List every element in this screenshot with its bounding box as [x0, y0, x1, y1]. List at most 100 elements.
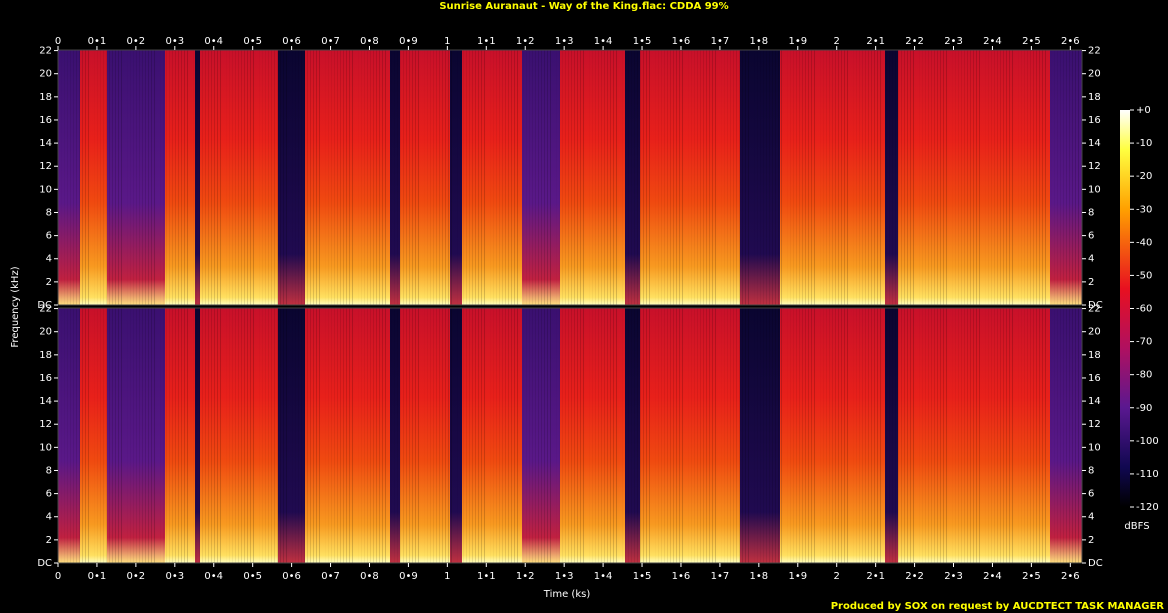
- spectrogram-texture: [79, 308, 80, 563]
- spectrogram-texture: [271, 50, 272, 305]
- spectrogram-texture: [970, 308, 971, 563]
- spectrogram-texture: [217, 308, 218, 563]
- x-tick-label: 2•4: [983, 36, 1002, 47]
- spectrogram-band: [278, 50, 305, 305]
- spectrogram-texture: [781, 50, 782, 305]
- spectrogram-texture: [838, 50, 839, 305]
- spectrogram-texture: [565, 50, 566, 305]
- spectrogram-texture: [610, 308, 611, 563]
- spectrogram-texture: [334, 50, 335, 305]
- spectrogram-texture: [97, 50, 98, 305]
- spectrogram-texture: [844, 308, 845, 563]
- spectrogram-texture: [670, 308, 671, 563]
- spectrogram-texture: [304, 308, 305, 563]
- spectrogram-texture: [922, 308, 923, 563]
- x-tick-label: 2•5: [1022, 571, 1041, 582]
- spectrogram-texture: [733, 50, 734, 305]
- spectrogram-texture: [472, 308, 473, 563]
- spectrogram-texture: [253, 308, 254, 563]
- spectrogram-texture: [226, 50, 227, 305]
- spectrogram-texture: [346, 50, 347, 305]
- spectrogram-texture: [664, 50, 665, 305]
- spectrogram-texture: [235, 50, 236, 305]
- spectrogram-texture: [139, 308, 140, 563]
- spectrogram-texture: [106, 308, 107, 563]
- spectrogram-texture: [439, 50, 440, 305]
- spectrogram-texture: [568, 308, 569, 563]
- spectrogram-texture: [724, 50, 725, 305]
- spectrogram-texture: [328, 50, 329, 305]
- spectrogram-band: [625, 50, 640, 305]
- spectrogram-band: [140, 50, 165, 305]
- spectrogram-texture: [160, 308, 161, 563]
- spectrogram-texture: [610, 50, 611, 305]
- spectrogram-texture: [811, 50, 812, 305]
- spectrogram-texture: [874, 308, 875, 563]
- spectrogram-texture: [238, 308, 239, 563]
- spectrogram-texture: [604, 50, 605, 305]
- spectrogram-texture: [997, 50, 998, 305]
- spectrogram-texture: [694, 50, 695, 305]
- spectrogram-band: [400, 308, 450, 563]
- spectrogram-texture: [1003, 50, 1004, 305]
- spectrogram-band: [898, 50, 1050, 305]
- colorbar-label: dBFS: [1124, 521, 1149, 532]
- spectrogram-texture: [727, 50, 728, 305]
- x-axis-label: Time (ks): [543, 589, 591, 600]
- spectrogram-texture: [151, 50, 152, 305]
- spectrogram-texture: [907, 308, 908, 563]
- spectrogram-texture: [535, 308, 536, 563]
- spectrogram-band: [107, 308, 140, 563]
- spectrogram-texture: [229, 50, 230, 305]
- spectrogram-texture: [793, 308, 794, 563]
- spectrogram-texture: [1057, 50, 1058, 305]
- spectrogram-texture: [748, 50, 749, 305]
- spectrogram-texture: [766, 308, 767, 563]
- spectrogram-texture: [925, 308, 926, 563]
- y-tick-label: 8: [1088, 465, 1094, 476]
- spectrogram-texture: [268, 308, 269, 563]
- spectrogram-texture: [1063, 308, 1064, 563]
- spectrogram-texture: [475, 308, 476, 563]
- spectrogram-texture: [928, 308, 929, 563]
- spectrogram-texture: [763, 308, 764, 563]
- spectrogram-texture: [778, 308, 779, 563]
- spectrogram-texture: [988, 50, 989, 305]
- spectrogram-texture: [409, 308, 410, 563]
- colorbar-tick-label: -70: [1136, 337, 1152, 348]
- spectrogram-texture: [436, 308, 437, 563]
- y-tick-label: 14: [39, 396, 52, 407]
- spectrogram-texture: [382, 308, 383, 563]
- spectrogram-texture: [415, 308, 416, 563]
- spectrogram-texture: [955, 50, 956, 305]
- spectrogram-texture: [841, 50, 842, 305]
- spectrogram-texture: [1066, 308, 1067, 563]
- spectrogram-texture: [796, 308, 797, 563]
- y-tick-label: 4: [46, 254, 52, 265]
- spectrogram-texture: [205, 50, 206, 305]
- x-tick-label: 1: [444, 36, 450, 47]
- spectrogram-texture: [403, 50, 404, 305]
- spectrogram-texture: [283, 308, 284, 563]
- spectrogram-band: [1050, 50, 1082, 305]
- spectrogram-texture: [820, 308, 821, 563]
- spectrogram-texture: [460, 50, 461, 305]
- spectrogram-texture: [250, 50, 251, 305]
- spectrogram-band: [200, 308, 278, 563]
- spectrogram-texture: [970, 50, 971, 305]
- spectrogram-texture: [373, 308, 374, 563]
- spectrogram-texture: [814, 50, 815, 305]
- spectrogram-texture: [406, 308, 407, 563]
- spectrogram-texture: [121, 308, 122, 563]
- spectrogram-band: [450, 50, 462, 305]
- spectrogram-texture: [859, 50, 860, 305]
- spectrogram-texture: [1018, 308, 1019, 563]
- x-tick-label: 0•8: [360, 571, 379, 582]
- spectrogram-texture: [976, 308, 977, 563]
- spectrogram-texture: [823, 308, 824, 563]
- spectrogram-texture: [625, 308, 626, 563]
- spectrogram-texture: [1072, 308, 1073, 563]
- spectrogram-texture: [991, 308, 992, 563]
- spectrogram-texture: [226, 308, 227, 563]
- spectrogram-texture: [1012, 308, 1013, 563]
